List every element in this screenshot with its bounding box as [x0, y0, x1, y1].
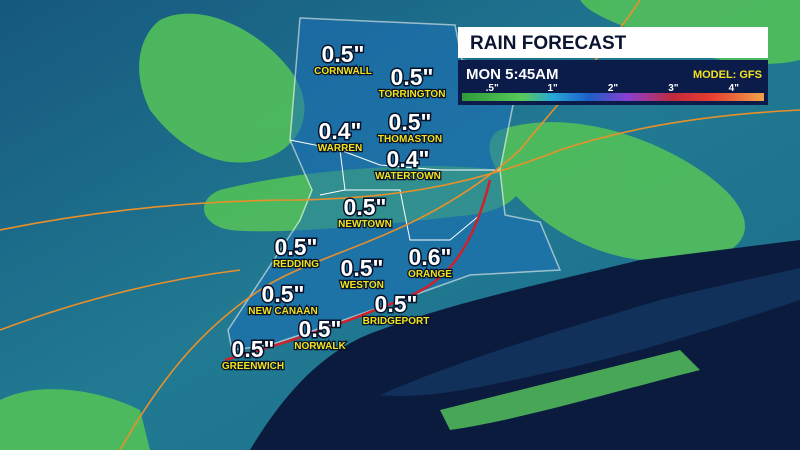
highway — [224, 179, 492, 362]
legend-title-bar — [458, 27, 768, 58]
town-name: BRIDGEPORT — [363, 316, 430, 327]
town-name: WESTON — [340, 280, 384, 291]
scale-label: .5" — [486, 83, 499, 94]
town-name: NORWALK — [294, 341, 346, 352]
town-name: WARREN — [318, 143, 362, 154]
rain-amount: 0.5" — [341, 255, 384, 281]
rain-amount: 0.5" — [389, 109, 432, 135]
scale-label: 1" — [547, 83, 558, 94]
town-labels: 0.5"CORNWALL 0.5"TORRINGTON0.4"WARREN0.5"… — [221, 40, 454, 374]
rain-amount: 0.5" — [299, 316, 342, 342]
rain-area — [440, 350, 700, 430]
county-lines — [289, 139, 500, 241]
legend: RAIN FORECAST MON 5:45AM MODEL: GFS .5" 1… — [458, 27, 768, 105]
legend-title: RAIN FORECAST — [470, 33, 627, 54]
town-name: NEW CANAAN — [248, 306, 317, 317]
rain-amount: 0.5" — [322, 41, 365, 67]
rain-amount: 0.6" — [409, 244, 452, 270]
scale-label: 2" — [608, 83, 619, 94]
town-name: REDDING — [273, 259, 319, 270]
rain-amount: 0.5" — [344, 194, 387, 220]
rain-amount: 0.5" — [275, 234, 318, 260]
rain-amount: 0.5" — [391, 64, 434, 90]
scale-label: 3" — [668, 83, 679, 94]
town-name: CORNWALL — [314, 66, 372, 77]
town-name: NEWTOWN — [338, 219, 392, 230]
scale-label: 4" — [729, 83, 740, 94]
long-island — [380, 268, 800, 396]
rain-amount: 0.5" — [232, 336, 275, 362]
town-name: ORANGE — [408, 269, 452, 280]
rain-amount: 0.4" — [319, 118, 362, 144]
town-name: GREENWICH — [222, 361, 284, 372]
rain-amount: 0.5" — [262, 281, 305, 307]
town-name: WATERTOWN — [375, 171, 441, 182]
legend-model: MODEL: GFS — [693, 69, 762, 81]
rain-amount: 0.4" — [387, 146, 430, 172]
town-name: THOMASTON — [378, 134, 442, 145]
town-name: TORRINGTON — [379, 89, 446, 100]
legend-scale — [462, 93, 764, 101]
rain-amount: 0.5" — [375, 291, 418, 317]
legend-time: MON 5:45AM — [466, 66, 559, 83]
